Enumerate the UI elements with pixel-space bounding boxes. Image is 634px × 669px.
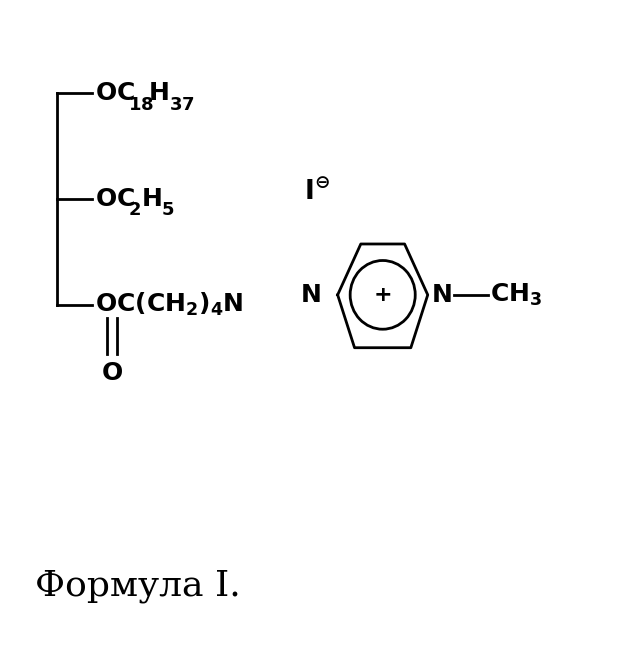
Text: $\mathregular{OC(CH_2)_4N}$: $\mathregular{OC(CH_2)_4N}$ <box>95 291 243 318</box>
Text: $\mathregular{OC}$: $\mathregular{OC}$ <box>95 187 135 211</box>
Text: $\mathregular{H}$: $\mathregular{H}$ <box>141 187 161 211</box>
Text: $\mathregular{H}$: $\mathregular{H}$ <box>148 82 169 105</box>
Text: $\mathregular{18}$: $\mathregular{18}$ <box>128 96 154 114</box>
Text: Формула I.: Формула I. <box>36 569 241 603</box>
Text: $\mathregular{N}$: $\mathregular{N}$ <box>431 283 451 307</box>
Text: $\mathregular{CH_3}$: $\mathregular{CH_3}$ <box>490 282 543 308</box>
Text: $\mathregular{I}^{\mathregular{\ominus}}$: $\mathregular{I}^{\mathregular{\ominus}}… <box>304 179 330 205</box>
Text: $\mathregular{N}$: $\mathregular{N}$ <box>299 283 320 307</box>
Text: $\mathregular{37}$: $\mathregular{37}$ <box>169 96 195 114</box>
Text: $\mathregular{5}$: $\mathregular{5}$ <box>161 201 174 219</box>
Text: +: + <box>373 285 392 305</box>
Text: $\mathregular{O}$: $\mathregular{O}$ <box>101 361 124 385</box>
Text: $\mathregular{2}$: $\mathregular{2}$ <box>128 201 141 219</box>
Text: $\mathregular{OC}$: $\mathregular{OC}$ <box>95 82 135 105</box>
